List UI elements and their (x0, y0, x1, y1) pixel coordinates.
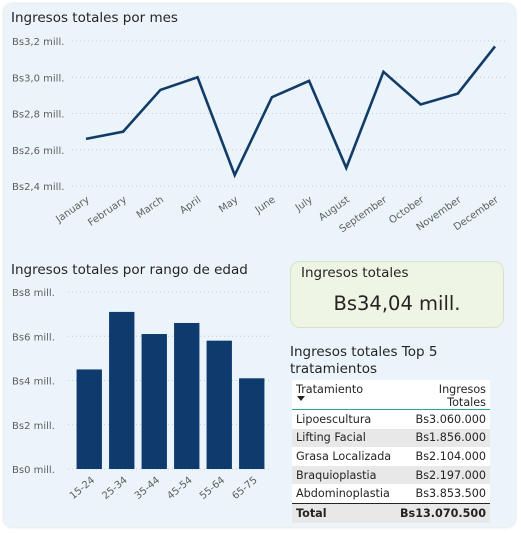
kpi-title: Ingresos totales (301, 265, 409, 281)
table-row[interactable]: Lifting Facial Bs1.856.000 (292, 428, 490, 448)
bar-chart-x-tick-label: 65-75 (230, 475, 259, 502)
treatment-revenue: Bs2.197.000 (395, 465, 490, 485)
line-chart-y-tick-label: Bs2,4 mill. (12, 182, 64, 193)
line-chart-point[interactable] (119, 128, 127, 136)
line-chart-x-tick-label: March (135, 194, 166, 220)
bar-chart-bar[interactable] (239, 378, 265, 469)
column-header-revenue[interactable]: Ingresos Totales (438, 383, 486, 409)
bar-chart-y-tick-label: Bs4 mill. (12, 377, 55, 388)
bar-chart-bar[interactable] (109, 311, 135, 469)
line-chart-point[interactable] (156, 86, 164, 94)
total-value: Bs13.070.500 (395, 502, 490, 523)
table-total-row: Total Bs13.070.500 (292, 502, 490, 523)
table-title: Ingresos totales Top 5 tratamientos (290, 344, 438, 377)
line-chart-point[interactable] (379, 68, 387, 76)
line-chart-point[interactable] (454, 90, 462, 98)
kpi-card[interactable]: Ingresos totales Bs34,04 mill. (290, 261, 504, 328)
bar-chart-x-tick-label: 45-54 (165, 475, 194, 502)
line-chart-y-tick-label: Bs3,2 mill. (12, 37, 64, 48)
table-row[interactable]: Abdominoplastia Bs3.853.500 (292, 484, 490, 503)
treatment-name: Abdominoplastia (296, 487, 390, 501)
line-chart-x-tick-label: July (293, 194, 315, 214)
bar-chart-bar[interactable] (174, 322, 200, 469)
bar-chart-x-tick-label: 15-24 (68, 475, 97, 502)
treatment-revenue: Bs2.104.000 (415, 449, 486, 463)
bar-chart[interactable]: Bs0 mill. Bs2 mill. Bs4 mill. Bs6 mill. Bs8 … (0, 273, 285, 533)
bar-chart-bar[interactable] (206, 340, 232, 469)
line-chart-title: Ingresos totales por mes (11, 10, 178, 26)
line-chart-point[interactable] (342, 164, 350, 172)
line-chart-x-tick-label: February (86, 194, 129, 228)
table-row[interactable]: Braquioplastia Bs2.197.000 (292, 465, 490, 485)
sort-desc-icon[interactable] (297, 396, 305, 401)
line-chart-point[interactable] (305, 77, 313, 85)
treatment-name: Lipoescultura (296, 412, 372, 426)
bar-chart-y-tick-label: Bs0 mill. (12, 465, 55, 476)
line-chart-x-tick-label: April (178, 194, 203, 216)
column-header-label: Tratamiento (296, 383, 364, 396)
bar-chart-x-tick-label: 25-34 (100, 475, 129, 502)
line-chart-point[interactable] (231, 171, 239, 179)
line-chart-x-tick-label: May (217, 194, 240, 215)
bar-chart-y-tick-label: Bs2 mill. (12, 421, 55, 432)
treatment-name: Braquioplastia (292, 465, 396, 485)
line-chart-y-tick-label: Bs2,8 mill. (12, 110, 64, 121)
kpi-value: Bs34,04 mill. (333, 292, 461, 315)
bar-chart-y-tick-label: Bs8 mill. (12, 288, 55, 299)
line-chart-y-tick-label: Bs2,6 mill. (12, 146, 64, 157)
table-row[interactable]: Lipoescultura Bs3.060.000 (292, 410, 490, 429)
treatment-revenue: Bs1.856.000 (395, 428, 490, 448)
bar-chart-x-tick-label: 55-64 (198, 475, 227, 502)
treatment-name: Lifting Facial (292, 428, 396, 448)
line-chart-point[interactable] (491, 42, 499, 50)
column-header-treatment[interactable]: Tratamiento (292, 380, 395, 410)
line-chart-point[interactable] (194, 73, 202, 81)
line-chart[interactable]: Bs2,4 mill. Bs2,6 mill. Bs2,8 mill. Bs3,0 m… (0, 0, 521, 240)
treatment-revenue: Bs3.853.500 (415, 487, 486, 501)
bar-chart-title: Ingresos totales por rango de edad (11, 262, 248, 278)
top-treatments-table[interactable]: Tratamiento Ingresos Totales Lipoescultu… (292, 380, 490, 523)
line-chart-x-tick-label: June (253, 194, 278, 216)
line-chart-series-line[interactable] (85, 45, 497, 179)
line-chart-y-tick-label: Bs3,0 mill. (12, 73, 64, 84)
line-chart-point[interactable] (417, 100, 425, 108)
bar-chart-x-tick-label: 35-44 (133, 475, 162, 502)
bar-chart-bar[interactable] (76, 369, 102, 469)
treatment-revenue: Bs3.060.000 (415, 412, 486, 426)
total-label: Total (292, 502, 396, 523)
bar-chart-bar[interactable] (141, 334, 167, 469)
table-header-row: Tratamiento Ingresos Totales (292, 380, 490, 410)
line-chart-point[interactable] (268, 93, 276, 101)
line-chart-point[interactable] (82, 135, 90, 143)
treatment-name: Grasa Localizada (296, 449, 392, 463)
table-row[interactable]: Grasa Localizada Bs2.104.000 (292, 447, 490, 466)
bar-chart-y-tick-label: Bs6 mill. (12, 332, 55, 343)
